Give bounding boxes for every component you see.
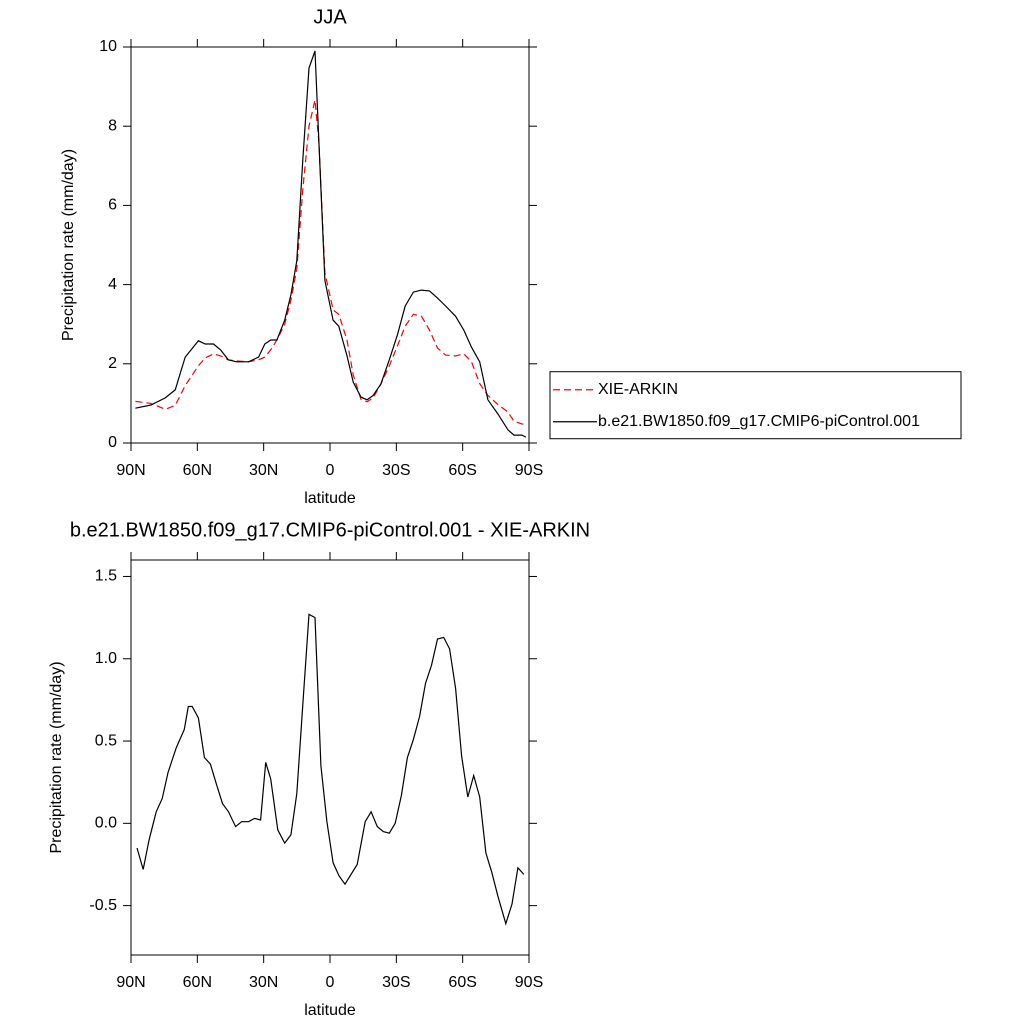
y-tick-label: 4 [108, 276, 117, 293]
x-axis-label: latitude [304, 1002, 356, 1019]
x-tick-label: 90N [116, 974, 145, 991]
y-tick-label: 0 [108, 434, 117, 451]
y-tick-label: 1.5 [95, 568, 117, 585]
x-tick-label: 30N [249, 974, 278, 991]
x-tick-label: 0 [326, 974, 335, 991]
x-tick-label: 90S [515, 974, 543, 991]
x-tick-label: 30N [249, 462, 278, 479]
x-tick-label: 30S [382, 462, 410, 479]
x-tick-label: 60S [448, 974, 476, 991]
chart-title: JJA [313, 6, 347, 28]
y-tick-label: -0.5 [89, 897, 117, 914]
data-line [135, 50, 527, 438]
legend-box [549, 371, 962, 440]
y-tick-label: 2 [108, 355, 117, 372]
x-tick-label: 0 [326, 462, 335, 479]
y-tick-label: 6 [108, 197, 117, 214]
y-axis-label: Precipitation rate (mm/day) [48, 661, 65, 853]
x-tick-label: 90S [515, 462, 543, 479]
chart-title: b.e21.BW1850.f09_g17.CMIP6-piControl.001… [70, 519, 590, 541]
x-tick-label: 60N [183, 974, 212, 991]
y-tick-label: 1.0 [95, 650, 117, 667]
x-tick-label: 30S [382, 974, 410, 991]
x-tick-label: 90N [116, 462, 145, 479]
data-line [135, 99, 526, 425]
legend-label: b.e21.BW1850.f09_g17.CMIP6-piControl.001 [598, 413, 920, 430]
x-axis-label: latitude [304, 490, 356, 507]
y-tick-label: 0.5 [95, 732, 117, 749]
x-tick-label: 60S [448, 462, 476, 479]
y-tick-label: 0.0 [95, 815, 117, 832]
legend-label: XIE-ARKIN [598, 381, 678, 398]
x-tick-label: 60N [183, 462, 212, 479]
y-tick-label: 8 [108, 117, 117, 134]
plot-frame [130, 559, 530, 956]
plot-frame [130, 46, 530, 444]
y-tick-label: 10 [99, 38, 117, 55]
data-line [136, 613, 525, 926]
y-axis-label: Precipitation rate (mm/day) [60, 149, 77, 341]
